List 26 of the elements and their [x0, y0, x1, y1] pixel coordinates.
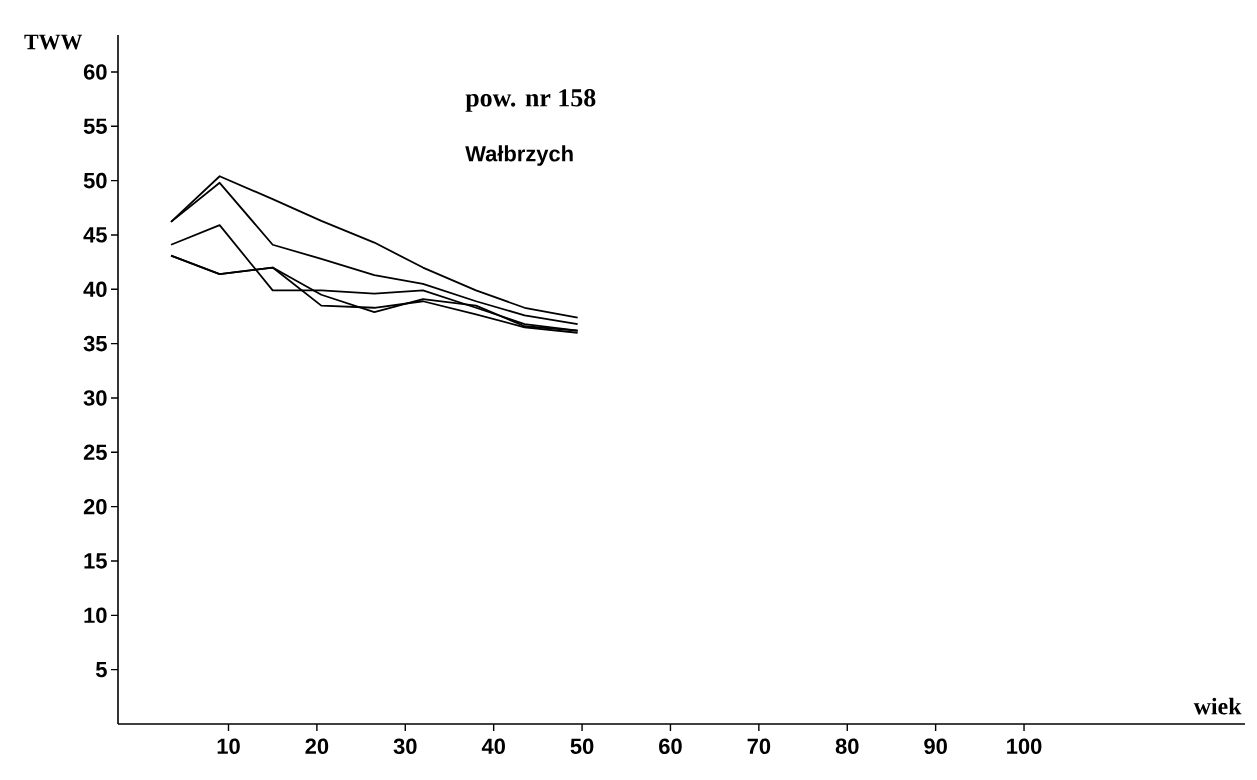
annotation: Wałbrzych — [465, 145, 573, 166]
y-tick-label: 20 — [83, 498, 107, 515]
x-tick-label: 20 — [305, 738, 329, 755]
x-tick-label: 70 — [747, 738, 771, 755]
x-tick-label: 100 — [1007, 738, 1042, 755]
y-tick-label: 60 — [83, 64, 107, 80]
y-axis-title: TWW — [24, 34, 83, 50]
y-tick-label: 10 — [84, 607, 107, 624]
y-tick-label: 30 — [83, 390, 107, 406]
x-tick-label: 60 — [659, 738, 682, 755]
y-tick-label: 5 — [95, 662, 107, 678]
y-tick-label: 50 — [83, 172, 107, 189]
x-tick-label: 10 — [217, 738, 240, 755]
x-tick-label: 30 — [393, 738, 417, 755]
x-tick-label: 50 — [570, 738, 594, 755]
y-tick-label: 25 — [83, 444, 107, 461]
y-tick-label: 40 — [83, 281, 107, 298]
x-axis-title: wiek — [1193, 697, 1242, 715]
x-tick-label: 80 — [835, 738, 859, 755]
x-tick-label: 40 — [481, 738, 505, 755]
y-tick-label: 55 — [83, 118, 107, 134]
y-tick-label: 45 — [83, 227, 107, 243]
x-tick-label: 90 — [924, 738, 947, 755]
y-tick-label: 15 — [84, 553, 107, 569]
annotation: pow. nr 158 — [465, 89, 596, 112]
y-tick-label: 35 — [83, 335, 107, 352]
